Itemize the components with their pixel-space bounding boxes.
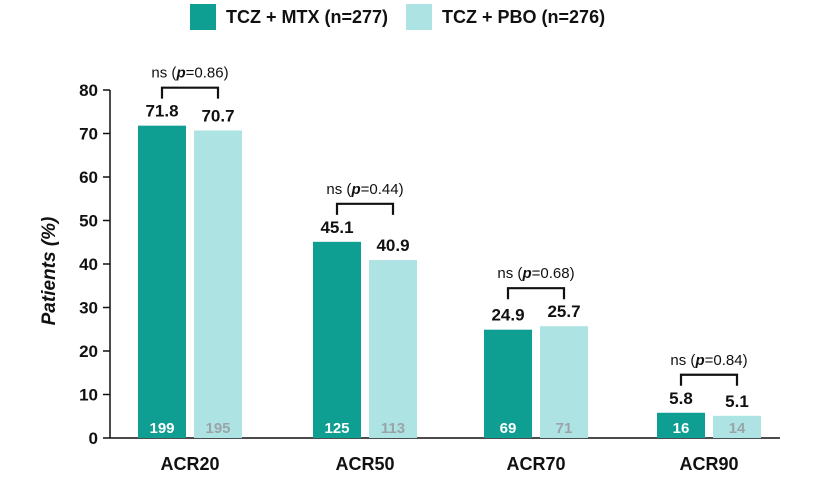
- legend-item-tcz-pbo: TCZ + PBO (n=276): [406, 4, 605, 30]
- legend-swatch-tcz-mtx: [190, 4, 216, 30]
- count-label: 125: [324, 420, 349, 437]
- annotation-p-value: =0.44): [361, 181, 404, 198]
- bar: [194, 130, 242, 438]
- significance-bracket: [335, 202, 395, 215]
- y-tick-label: 20: [79, 342, 98, 361]
- annotation-p: p: [694, 352, 704, 369]
- bar: [540, 326, 588, 438]
- data-label: 5.8: [669, 389, 693, 408]
- y-tick-label: 10: [79, 386, 98, 405]
- annotation-ns: ns (: [497, 265, 522, 282]
- data-label: 25.7: [547, 302, 580, 321]
- legend-label-tcz-pbo: TCZ + PBO (n=276): [442, 6, 606, 27]
- annotation-p-value: =0.68): [532, 265, 575, 282]
- data-label: 40.9: [376, 236, 409, 255]
- legend-item-tcz-mtx: TCZ + MTX (n=277): [190, 4, 388, 30]
- data-label: 24.9: [491, 306, 524, 325]
- count-label: 16: [673, 420, 690, 437]
- bar: [713, 415, 761, 438]
- chart-legend: TCZ + MTX (n=277) TCZ + PBO (n=276): [190, 4, 623, 30]
- y-tick-label: 50: [79, 212, 98, 231]
- x-tick-label: ACR20: [160, 454, 219, 474]
- annotation-p: p: [521, 265, 531, 282]
- data-label: 70.7: [201, 106, 234, 125]
- annotation-ns: ns (: [670, 352, 695, 369]
- x-tick-label: ACR50: [335, 454, 394, 474]
- significance-annotation: ns (p=0.84): [670, 352, 747, 369]
- y-tick-label: 80: [79, 81, 98, 100]
- y-tick-label: 70: [79, 125, 98, 144]
- bar: [484, 329, 532, 438]
- bar: [313, 241, 361, 438]
- count-label: 195: [205, 420, 230, 437]
- y-tick-label: 0: [89, 429, 98, 448]
- legend-label-tcz-mtx: TCZ + MTX (n=277): [226, 6, 389, 27]
- x-tick-label: ACR70: [506, 454, 565, 474]
- significance-annotation: ns (p=0.68): [497, 265, 574, 282]
- annotation-p: p: [175, 65, 185, 82]
- bar: [138, 125, 186, 439]
- significance-annotation: ns (p=0.44): [326, 181, 403, 198]
- count-label: 69: [500, 420, 517, 437]
- annotation-p-value: =0.86): [186, 65, 229, 82]
- legend-swatch-tcz-pbo: [406, 4, 433, 30]
- annotation-p: p: [350, 181, 360, 198]
- bar: [369, 260, 417, 438]
- y-tick-label: 30: [79, 299, 98, 318]
- count-label: 14: [729, 420, 746, 437]
- data-label: 45.1: [320, 218, 353, 237]
- data-label: 5.1: [725, 392, 749, 411]
- significance-bracket: [679, 373, 739, 386]
- x-tick-label: ACR90: [679, 454, 738, 474]
- significance-bracket: [506, 287, 566, 300]
- data-label: 71.8: [145, 102, 178, 121]
- count-label: 199: [149, 420, 174, 437]
- annotation-p-value: =0.84): [705, 352, 748, 369]
- significance-annotation: ns (p=0.86): [151, 65, 228, 82]
- bar: [657, 412, 705, 438]
- y-tick-label: 40: [79, 255, 98, 274]
- annotation-ns: ns (: [326, 181, 351, 198]
- annotation-ns: ns (: [151, 65, 176, 82]
- y-tick-label: 60: [79, 168, 98, 187]
- count-label: 113: [381, 420, 405, 437]
- significance-bracket: [160, 86, 220, 99]
- count-label: 71: [556, 420, 573, 437]
